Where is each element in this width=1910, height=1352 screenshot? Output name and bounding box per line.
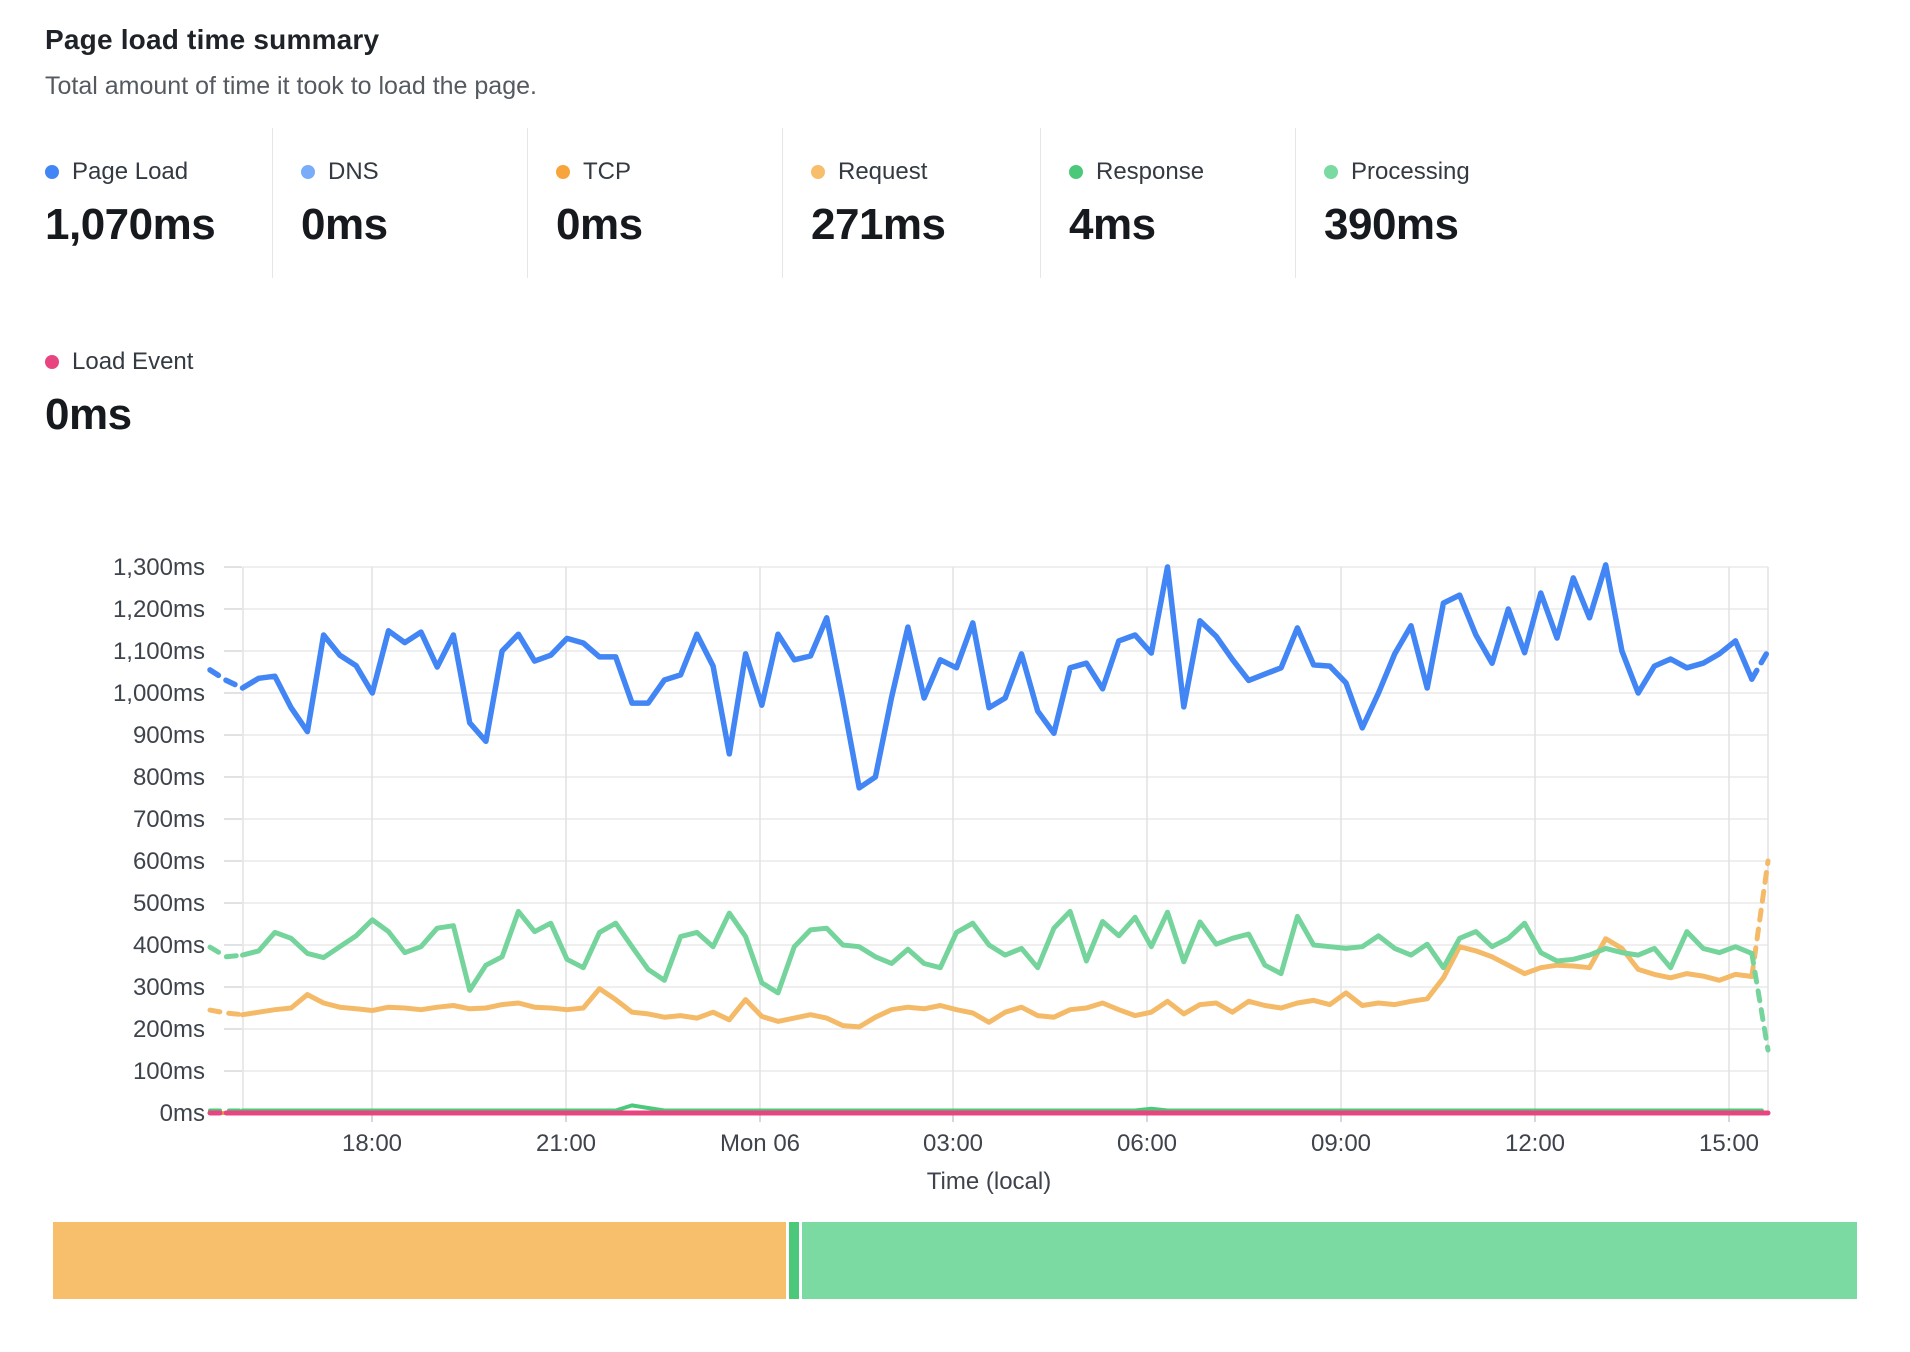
metric-value: 271ms xyxy=(811,200,946,249)
metric-label: Processing xyxy=(1351,158,1470,185)
y-axis-label: 800ms xyxy=(133,764,205,791)
series-processing-line xyxy=(240,908,1755,996)
breakdown-bar-segment-request xyxy=(53,1222,786,1299)
metrics-row: Page Load 1,070ms DNS 0ms TCP 0ms Reques… xyxy=(45,128,1855,278)
metric-response: Response 4ms xyxy=(1040,128,1295,278)
metric-label: Load Event xyxy=(72,348,194,375)
series-processing-line-dashed xyxy=(207,944,245,960)
series-response-line xyxy=(240,1103,1754,1113)
metric-load-event: Load Event 0ms xyxy=(45,318,193,468)
x-axis-label: 06:00 xyxy=(1117,1130,1177,1157)
series-processing-line xyxy=(207,908,1771,1053)
tcp-legend-dot-icon xyxy=(556,165,570,179)
processing-legend-dot-icon xyxy=(1324,165,1338,179)
x-axis-label: 15:00 xyxy=(1699,1130,1759,1157)
y-axis-label: 1,300ms xyxy=(113,555,205,581)
response-legend-dot-icon xyxy=(1069,165,1083,179)
x-axis-label: 21:00 xyxy=(536,1130,596,1157)
y-axis-label: 0ms xyxy=(160,1100,205,1127)
y-axis-label: 300ms xyxy=(133,974,205,1001)
y-axis-label: 1,200ms xyxy=(113,596,205,623)
metric-label: Page Load xyxy=(72,158,189,185)
breakdown-bar-segment-processing xyxy=(802,1222,1857,1299)
y-axis-label: 200ms xyxy=(133,1016,205,1043)
request-legend-dot-icon xyxy=(811,165,825,179)
series-page-load-line-dashed xyxy=(207,667,246,691)
timing-breakdown-bar xyxy=(53,1222,1857,1299)
series-page-load-line xyxy=(239,562,1755,791)
x-axis-label: 18:00 xyxy=(342,1130,402,1157)
y-axis-label: 700ms xyxy=(133,806,205,833)
series-request-line-dashed xyxy=(207,1007,245,1018)
dns-legend-dot-icon xyxy=(301,165,315,179)
series-page-load-line xyxy=(207,562,1771,791)
metric-value: 4ms xyxy=(1069,200,1156,249)
y-axis-label: 1,000ms xyxy=(113,680,205,707)
y-axis-label: 600ms xyxy=(133,848,205,875)
metric-value: 0ms xyxy=(301,200,388,249)
metric-dns: DNS 0ms xyxy=(272,128,527,278)
page-load-time-chart[interactable]: 0ms 100ms 200ms 300ms 400ms 500ms 600ms 700ms 80… xyxy=(0,555,1910,1215)
load-event-legend-dot-icon xyxy=(45,355,59,369)
x-axis-title: Time (local) xyxy=(927,1168,1051,1195)
x-axis-label: 09:00 xyxy=(1311,1130,1371,1157)
metric-page-load: Page Load 1,070ms xyxy=(45,128,272,278)
page-load-legend-dot-icon xyxy=(45,165,59,179)
y-axis-label: 900ms xyxy=(133,722,205,749)
metric-value: 0ms xyxy=(556,200,643,249)
metric-tcp: TCP 0ms xyxy=(527,128,782,278)
y-axis-label: 400ms xyxy=(133,932,205,959)
metric-label: TCP xyxy=(583,158,631,185)
x-axis-label: 12:00 xyxy=(1505,1130,1565,1157)
metric-label: Request xyxy=(838,158,928,185)
series-request-line xyxy=(240,936,1755,1030)
metric-processing: Processing 390ms xyxy=(1295,128,1855,278)
series-processing-line-dashed xyxy=(1749,950,1771,1053)
x-axis-label: 03:00 xyxy=(923,1130,983,1157)
metric-value: 0ms xyxy=(45,390,132,439)
x-axis-label: Mon 06 xyxy=(720,1130,800,1157)
page-title: Page load time summary xyxy=(45,24,380,55)
page-subtitle: Total amount of time it took to load the… xyxy=(45,72,537,100)
metric-label: Response xyxy=(1096,158,1205,185)
metric-request: Request 271ms xyxy=(782,128,1040,278)
metric-value: 390ms xyxy=(1324,200,1459,249)
y-axis-label: 500ms xyxy=(133,890,205,917)
y-axis-label: 1,100ms xyxy=(113,638,205,665)
metric-label: DNS xyxy=(328,158,379,185)
metric-value: 1,070ms xyxy=(45,200,216,249)
breakdown-bar-segment-response xyxy=(788,1222,800,1299)
y-axis-label: 100ms xyxy=(133,1058,205,1085)
series-page-load-line-dashed xyxy=(1749,648,1771,682)
